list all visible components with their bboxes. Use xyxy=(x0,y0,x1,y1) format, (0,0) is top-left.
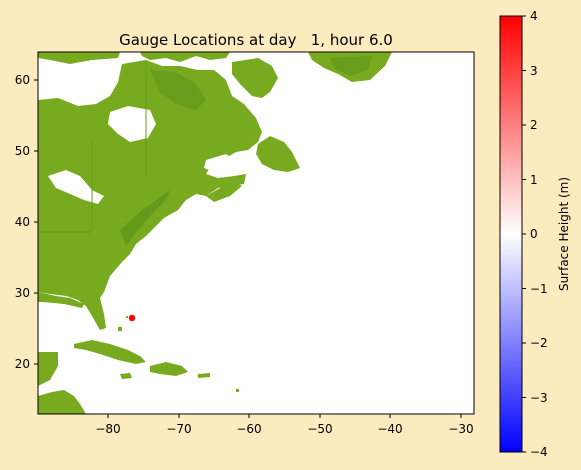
colorbar: 4 3 2 1 0 −1 −2 −3 −4 Surface Height (m) xyxy=(499,9,571,459)
lesser-antilles xyxy=(236,389,239,392)
x-axis: −80 −70 −60 −50 −40 −30 xyxy=(95,414,474,436)
colorbar-tick-label: −2 xyxy=(530,336,548,350)
y-axis: 60 50 40 30 20 xyxy=(15,73,38,371)
south-america xyxy=(38,390,86,414)
map-title: Gauge Locations at day 1, hour 6.0 xyxy=(119,31,393,49)
x-tick-label: −60 xyxy=(236,422,261,436)
cuba xyxy=(74,340,146,364)
arctic-islands-east xyxy=(140,52,230,62)
colorbar-tick-label: 0 xyxy=(530,227,538,241)
y-tick-label: 30 xyxy=(15,286,30,300)
land-masses xyxy=(38,52,392,414)
gulf-coast xyxy=(38,292,84,308)
hispaniola xyxy=(150,362,188,376)
jamaica xyxy=(120,373,132,379)
x-tick-label: −30 xyxy=(448,422,473,436)
colorbar-tick-label: 2 xyxy=(530,118,538,132)
colorbar-tick-label: 1 xyxy=(530,173,538,187)
newfoundland xyxy=(256,136,300,172)
y-tick-label: 40 xyxy=(15,215,30,229)
yucatan xyxy=(38,352,58,386)
colorbar-tick-label: −1 xyxy=(530,282,548,296)
y-tick-label: 20 xyxy=(15,357,30,371)
labrador-relief xyxy=(150,70,206,110)
bahamas xyxy=(118,327,122,331)
greenland-relief xyxy=(330,56,372,76)
gauge-location-marker[interactable] xyxy=(128,314,136,322)
colorbar-tick-label: −4 xyxy=(530,445,548,459)
colorbar-label: Surface Height (m) xyxy=(557,177,571,291)
puerto-rico xyxy=(198,373,210,378)
x-tick-label: −80 xyxy=(95,422,120,436)
x-tick-label: −40 xyxy=(377,422,402,436)
y-tick-label: 50 xyxy=(15,144,30,158)
appalachian-relief xyxy=(120,190,170,246)
y-tick-label: 60 xyxy=(15,73,30,87)
x-tick-label: −50 xyxy=(307,422,332,436)
colorbar-gradient xyxy=(499,15,523,453)
north-america xyxy=(38,60,262,330)
gulf-st-lawrence xyxy=(204,154,238,172)
colorbar-tick-label: 3 xyxy=(530,64,538,78)
map-frame xyxy=(37,51,475,415)
hudson-bay xyxy=(108,106,156,142)
map-panel xyxy=(37,51,475,415)
great-lakes xyxy=(48,170,104,204)
baffin-island xyxy=(232,58,278,98)
colorbar-tick-label: −3 xyxy=(530,391,548,405)
nova-scotia xyxy=(206,182,242,202)
arctic-islands xyxy=(38,52,120,64)
x-tick-label: −70 xyxy=(166,422,191,436)
bahamas-2 xyxy=(126,316,128,318)
colorbar-tick-label: 4 xyxy=(530,9,538,23)
